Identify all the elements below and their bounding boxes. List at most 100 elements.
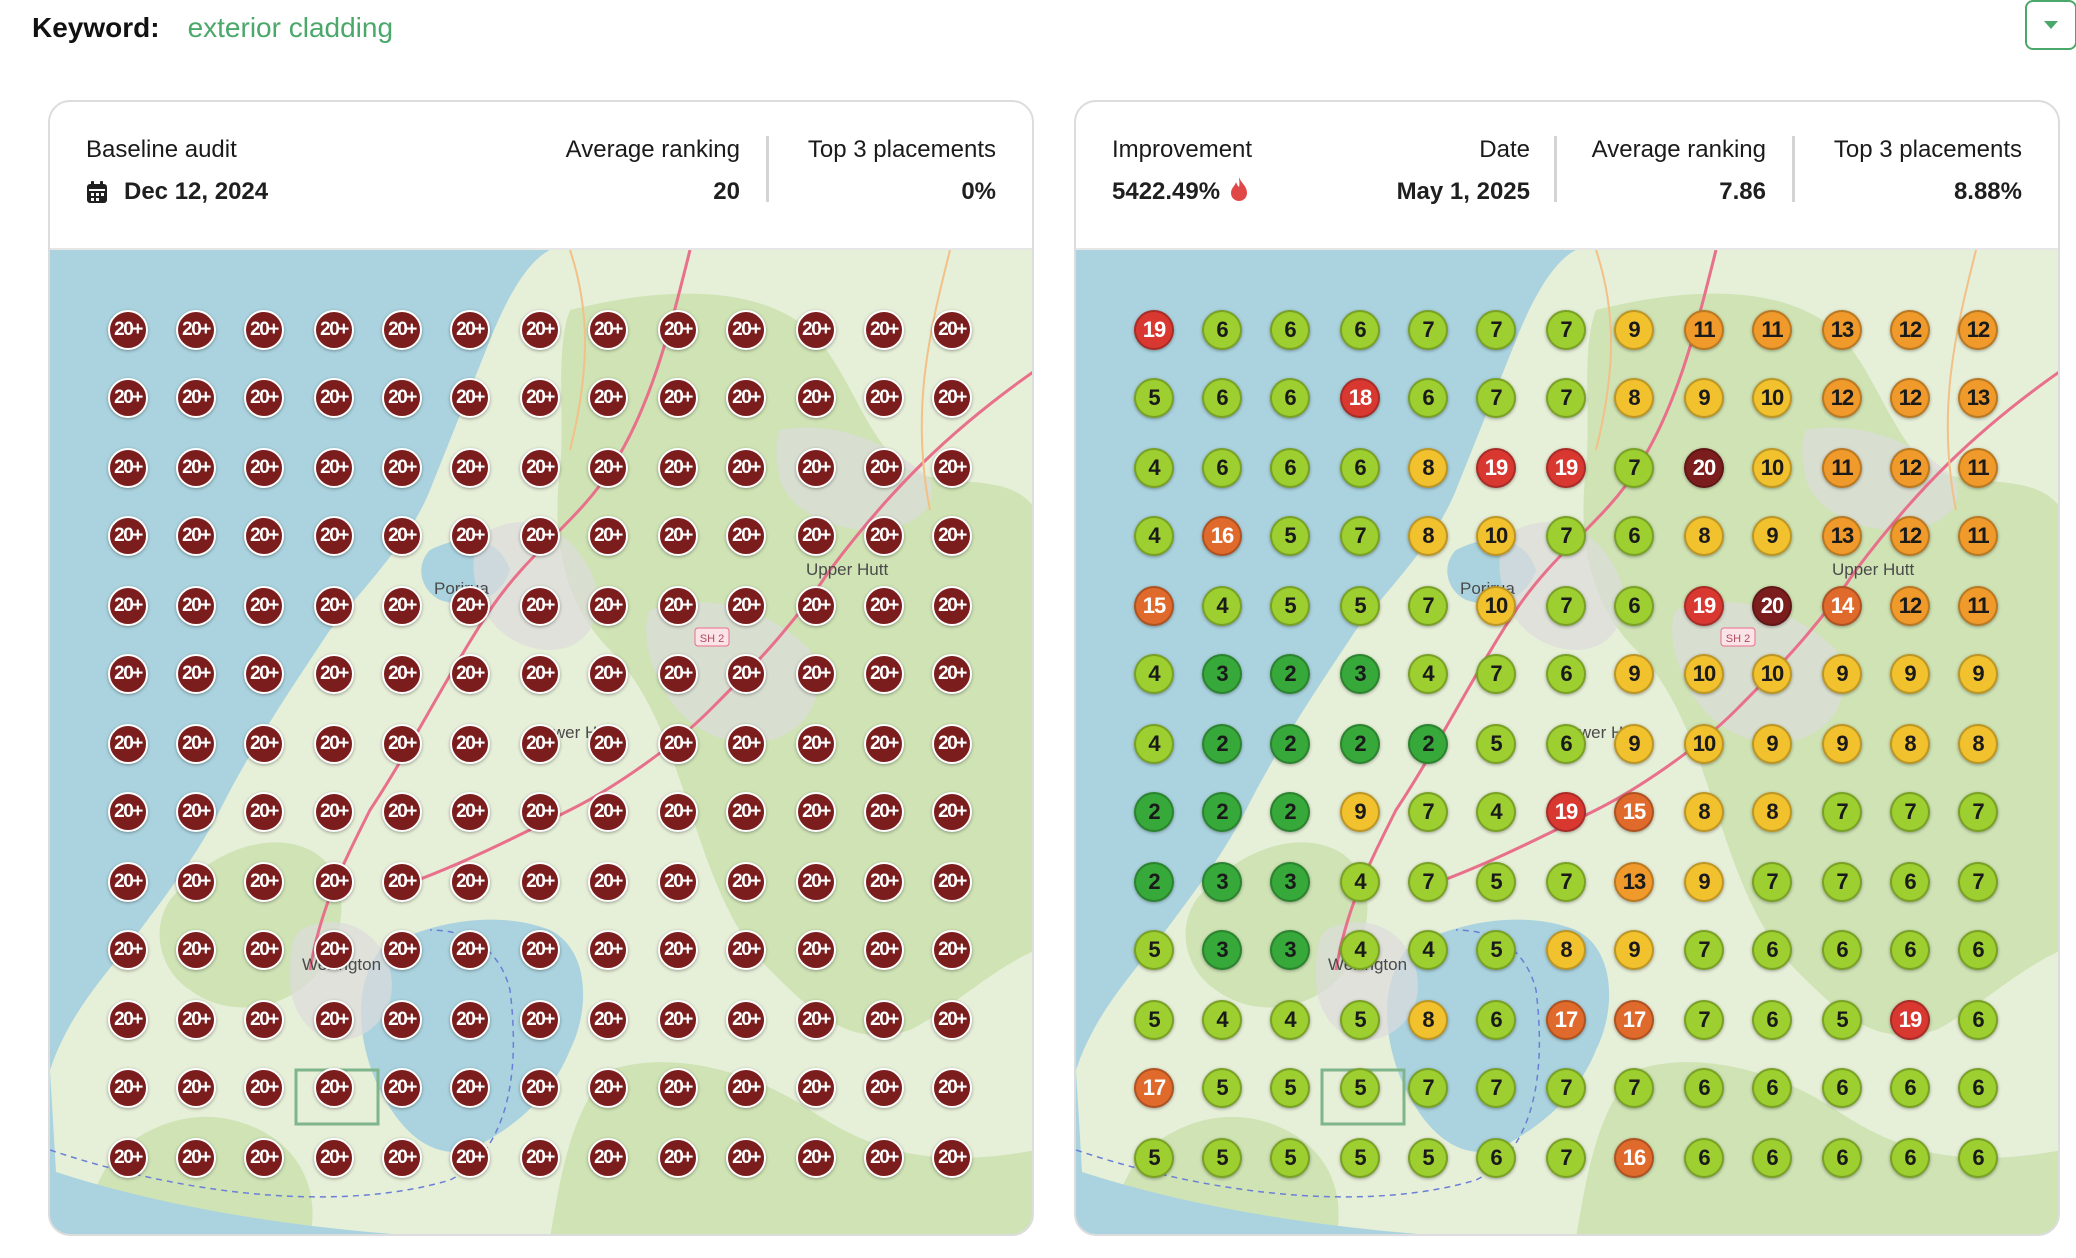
- current-rank-pin[interactable]: 7: [1546, 516, 1586, 556]
- baseline-rank-pin[interactable]: 20+: [864, 724, 904, 764]
- baseline-rank-pin[interactable]: 20+: [588, 378, 628, 418]
- current-rank-pin[interactable]: 6: [1684, 1138, 1724, 1178]
- baseline-rank-pin[interactable]: 20+: [382, 862, 422, 902]
- baseline-rank-pin[interactable]: 20+: [520, 930, 560, 970]
- baseline-map[interactable]: Upper Hutt Lower Hutt Porirua Wellington…: [50, 250, 1032, 1234]
- current-rank-pin[interactable]: 11: [1822, 448, 1862, 488]
- baseline-rank-pin[interactable]: 20+: [932, 654, 972, 694]
- baseline-rank-pin[interactable]: 20+: [864, 862, 904, 902]
- baseline-rank-pin[interactable]: 20+: [588, 1068, 628, 1108]
- current-rank-pin[interactable]: 2: [1134, 792, 1174, 832]
- current-rank-pin[interactable]: 12: [1890, 586, 1930, 626]
- baseline-rank-pin[interactable]: 20+: [520, 586, 560, 626]
- baseline-rank-pin[interactable]: 20+: [726, 448, 766, 488]
- baseline-rank-pin[interactable]: 20+: [314, 1138, 354, 1178]
- current-rank-pin[interactable]: 13: [1822, 516, 1862, 556]
- current-rank-pin[interactable]: 3: [1202, 930, 1242, 970]
- baseline-rank-pin[interactable]: 20+: [108, 792, 148, 832]
- current-rank-pin[interactable]: 3: [1340, 654, 1380, 694]
- current-rank-pin[interactable]: 7: [1546, 862, 1586, 902]
- baseline-rank-pin[interactable]: 20+: [450, 930, 490, 970]
- current-rank-pin[interactable]: 4: [1408, 654, 1448, 694]
- baseline-rank-pin[interactable]: 20+: [314, 792, 354, 832]
- current-rank-pin[interactable]: 2: [1202, 724, 1242, 764]
- baseline-rank-pin[interactable]: 20+: [726, 1138, 766, 1178]
- baseline-rank-pin[interactable]: 20+: [520, 654, 560, 694]
- baseline-rank-pin[interactable]: 20+: [244, 654, 284, 694]
- current-rank-pin[interactable]: 7: [1546, 310, 1586, 350]
- current-rank-pin[interactable]: 7: [1822, 792, 1862, 832]
- baseline-rank-pin[interactable]: 20+: [382, 1138, 422, 1178]
- current-rank-pin[interactable]: 5: [1270, 516, 1310, 556]
- current-rank-pin[interactable]: 4: [1202, 586, 1242, 626]
- baseline-rank-pin[interactable]: 20+: [176, 448, 216, 488]
- baseline-rank-pin[interactable]: 20+: [314, 724, 354, 764]
- current-rank-pin[interactable]: 9: [1752, 724, 1792, 764]
- current-rank-pin[interactable]: 13: [1822, 310, 1862, 350]
- baseline-rank-pin[interactable]: 20+: [932, 724, 972, 764]
- baseline-rank-pin[interactable]: 20+: [450, 654, 490, 694]
- current-rank-pin[interactable]: 9: [1614, 930, 1654, 970]
- current-rank-pin[interactable]: 20: [1684, 448, 1724, 488]
- current-rank-pin[interactable]: 3: [1202, 862, 1242, 902]
- baseline-rank-pin[interactable]: 20+: [932, 792, 972, 832]
- baseline-rank-pin[interactable]: 20+: [450, 792, 490, 832]
- current-rank-pin[interactable]: 6: [1890, 1068, 1930, 1108]
- baseline-rank-pin[interactable]: 20+: [176, 310, 216, 350]
- baseline-rank-pin[interactable]: 20+: [796, 724, 836, 764]
- current-rank-pin[interactable]: 12: [1890, 448, 1930, 488]
- baseline-rank-pin[interactable]: 20+: [108, 862, 148, 902]
- current-rank-pin[interactable]: 10: [1752, 448, 1792, 488]
- baseline-rank-pin[interactable]: 20+: [726, 930, 766, 970]
- current-rank-pin[interactable]: 6: [1822, 1138, 1862, 1178]
- baseline-rank-pin[interactable]: 20+: [796, 1000, 836, 1040]
- baseline-rank-pin[interactable]: 20+: [450, 1068, 490, 1108]
- current-rank-pin[interactable]: 9: [1752, 516, 1792, 556]
- current-rank-pin[interactable]: 9: [1822, 724, 1862, 764]
- current-rank-pin[interactable]: 8: [1958, 724, 1998, 764]
- baseline-rank-pin[interactable]: 20+: [314, 654, 354, 694]
- baseline-rank-pin[interactable]: 20+: [382, 516, 422, 556]
- current-rank-pin[interactable]: 19: [1134, 310, 1174, 350]
- current-rank-pin[interactable]: 6: [1614, 586, 1654, 626]
- baseline-rank-pin[interactable]: 20+: [244, 1138, 284, 1178]
- baseline-rank-pin[interactable]: 20+: [108, 448, 148, 488]
- current-rank-pin[interactable]: 6: [1202, 378, 1242, 418]
- baseline-rank-pin[interactable]: 20+: [520, 378, 560, 418]
- baseline-rank-pin[interactable]: 20+: [108, 310, 148, 350]
- current-rank-pin[interactable]: 7: [1684, 1000, 1724, 1040]
- baseline-rank-pin[interactable]: 20+: [588, 930, 628, 970]
- current-rank-pin[interactable]: 15: [1134, 586, 1174, 626]
- current-rank-pin[interactable]: 4: [1134, 654, 1174, 694]
- baseline-rank-pin[interactable]: 20+: [658, 448, 698, 488]
- current-rank-pin[interactable]: 8: [1890, 724, 1930, 764]
- current-rank-pin[interactable]: 6: [1822, 930, 1862, 970]
- baseline-rank-pin[interactable]: 20+: [382, 448, 422, 488]
- baseline-rank-pin[interactable]: 20+: [588, 516, 628, 556]
- baseline-rank-pin[interactable]: 20+: [658, 792, 698, 832]
- baseline-rank-pin[interactable]: 20+: [796, 862, 836, 902]
- baseline-rank-pin[interactable]: 20+: [658, 1138, 698, 1178]
- current-rank-pin[interactable]: 6: [1546, 654, 1586, 694]
- current-rank-pin[interactable]: 6: [1476, 1000, 1516, 1040]
- current-rank-pin[interactable]: 11: [1684, 310, 1724, 350]
- current-rank-pin[interactable]: 5: [1340, 1138, 1380, 1178]
- baseline-rank-pin[interactable]: 20+: [176, 724, 216, 764]
- baseline-rank-pin[interactable]: 20+: [864, 310, 904, 350]
- current-rank-pin[interactable]: 19: [1684, 586, 1724, 626]
- current-rank-pin[interactable]: 7: [1958, 792, 1998, 832]
- current-rank-pin[interactable]: 6: [1202, 448, 1242, 488]
- current-rank-pin[interactable]: 6: [1546, 724, 1586, 764]
- current-rank-pin[interactable]: 13: [1958, 378, 1998, 418]
- baseline-rank-pin[interactable]: 20+: [726, 586, 766, 626]
- baseline-rank-pin[interactable]: 20+: [520, 862, 560, 902]
- baseline-rank-pin[interactable]: 20+: [796, 1068, 836, 1108]
- baseline-rank-pin[interactable]: 20+: [176, 862, 216, 902]
- current-rank-pin[interactable]: 16: [1202, 516, 1242, 556]
- baseline-rank-pin[interactable]: 20+: [450, 516, 490, 556]
- current-rank-pin[interactable]: 6: [1270, 448, 1310, 488]
- baseline-rank-pin[interactable]: 20+: [932, 930, 972, 970]
- baseline-rank-pin[interactable]: 20+: [314, 862, 354, 902]
- baseline-rank-pin[interactable]: 20+: [658, 516, 698, 556]
- baseline-rank-pin[interactable]: 20+: [176, 1138, 216, 1178]
